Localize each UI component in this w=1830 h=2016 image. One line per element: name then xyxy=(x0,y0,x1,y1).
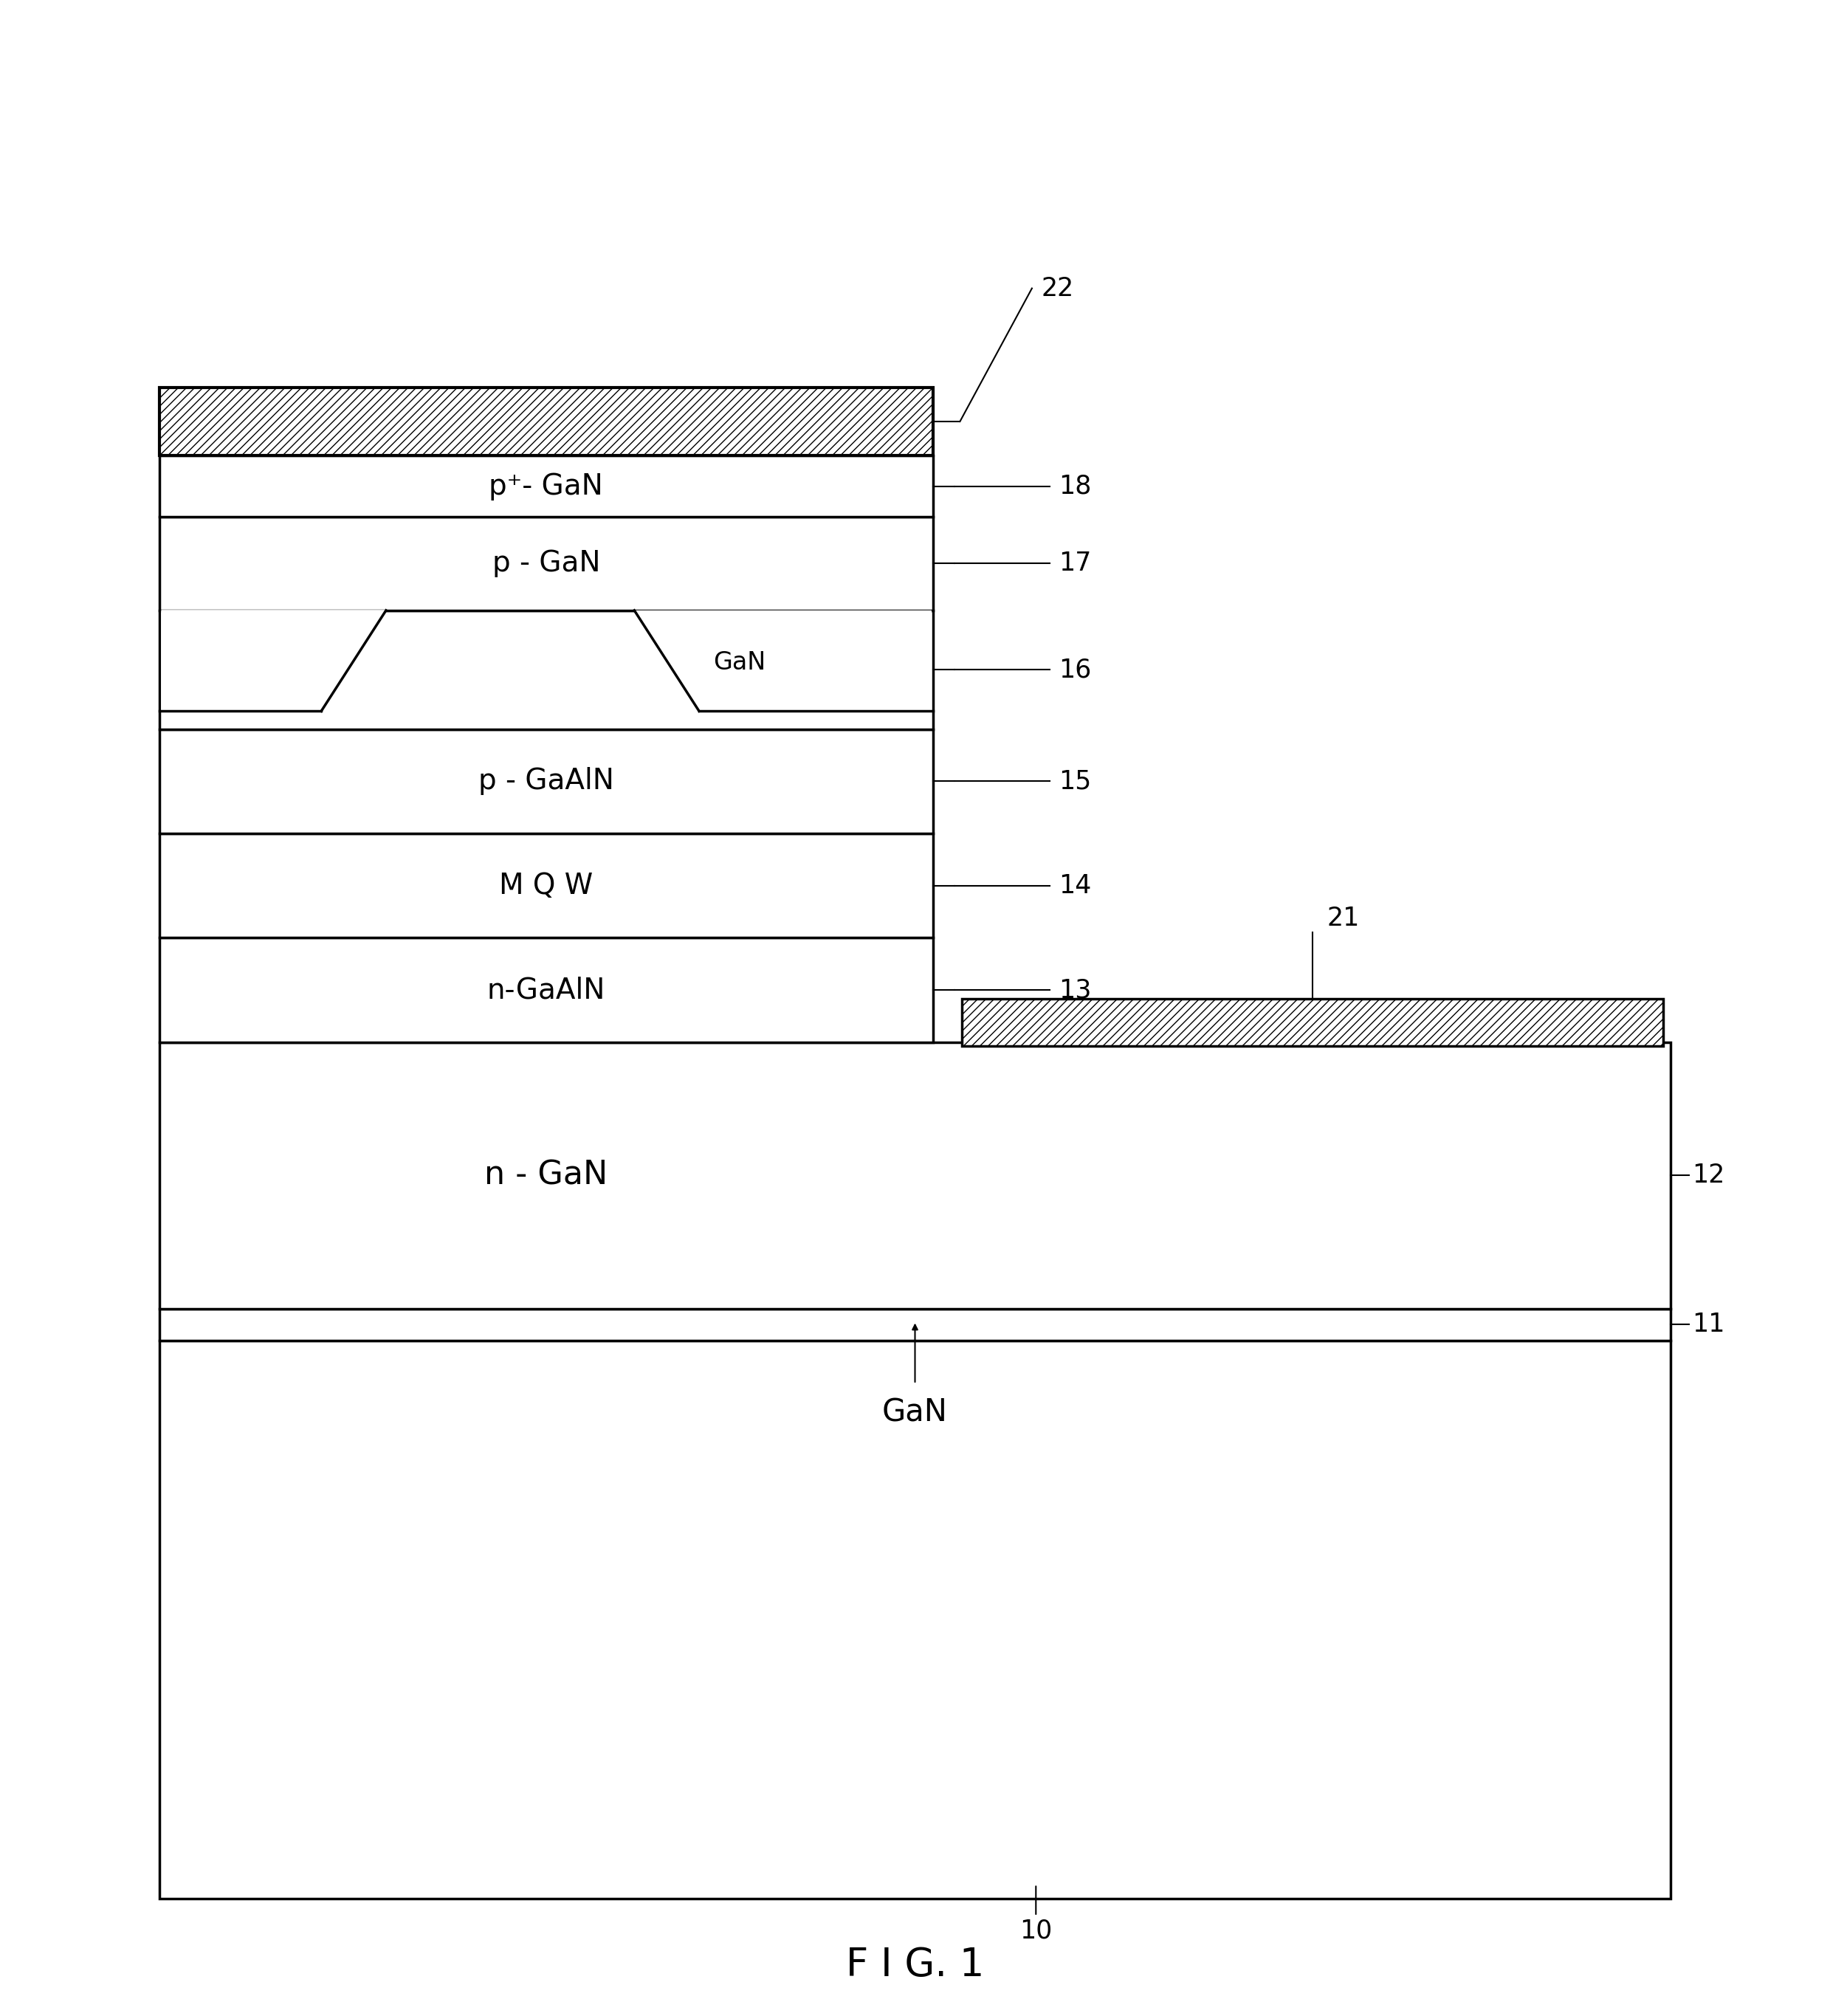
Text: 16: 16 xyxy=(1060,657,1093,681)
Text: n-GaAlN: n-GaAlN xyxy=(487,976,606,1004)
Text: n - GaN: n - GaN xyxy=(485,1159,608,1191)
Bar xyxy=(159,937,933,1042)
Text: 21: 21 xyxy=(1327,905,1360,931)
Text: GaN: GaN xyxy=(882,1397,948,1427)
Text: 17: 17 xyxy=(1060,550,1093,577)
Text: 10: 10 xyxy=(1019,1887,1052,1943)
Bar xyxy=(159,611,933,730)
Text: p - GaN: p - GaN xyxy=(492,550,600,579)
Text: 12: 12 xyxy=(1693,1163,1726,1187)
Bar xyxy=(159,1308,1671,1341)
Text: 15: 15 xyxy=(1060,768,1093,794)
Text: M Q W: M Q W xyxy=(500,871,593,899)
Bar xyxy=(159,730,933,833)
Text: F I G. 1: F I G. 1 xyxy=(845,1945,985,1984)
Bar xyxy=(963,1000,1663,1046)
Text: 13: 13 xyxy=(1060,978,1093,1002)
Bar xyxy=(159,516,933,611)
Bar xyxy=(159,833,933,937)
Text: p⁺- GaN: p⁺- GaN xyxy=(489,472,604,500)
Text: 18: 18 xyxy=(1060,474,1093,498)
Polygon shape xyxy=(635,611,931,712)
Bar xyxy=(159,1042,1671,1308)
Bar xyxy=(159,387,933,456)
Text: p - GaAlN: p - GaAlN xyxy=(478,768,615,796)
Bar xyxy=(159,1341,1671,1899)
Bar xyxy=(159,456,933,516)
Text: 22: 22 xyxy=(1041,276,1074,300)
Polygon shape xyxy=(161,611,386,712)
Text: 14: 14 xyxy=(1060,873,1093,899)
Text: 11: 11 xyxy=(1693,1312,1726,1337)
Text: GaN: GaN xyxy=(714,651,767,675)
